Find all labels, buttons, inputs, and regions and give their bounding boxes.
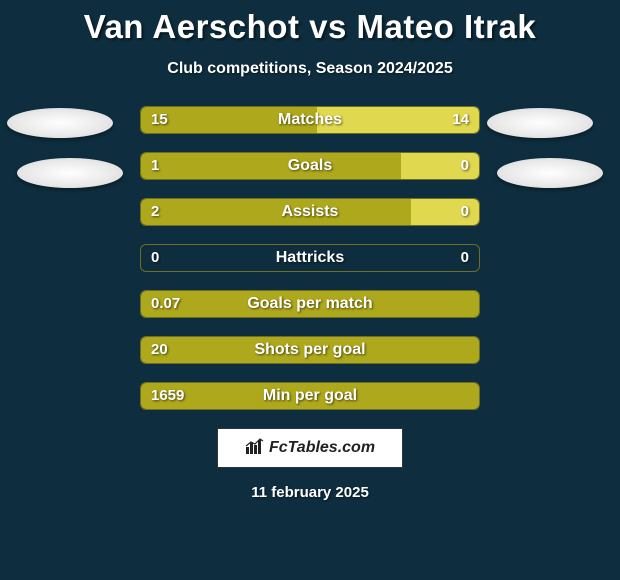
stat-row-hattricks: 0Hattricks0: [140, 244, 480, 272]
stat-value-right: 14: [452, 107, 469, 133]
player-oval-1: [17, 158, 123, 188]
chart-icon: [245, 437, 265, 460]
stat-value-right: 0: [461, 245, 469, 271]
subtitle: Club competitions, Season 2024/2025: [0, 60, 620, 78]
brand-badge: FcTables.com: [217, 428, 403, 468]
player-oval-3: [497, 158, 603, 188]
stat-row-min-per-goal: 1659Min per goal: [140, 382, 480, 410]
brand-text: FcTables.com: [269, 439, 375, 457]
stat-label: Hattricks: [141, 245, 479, 271]
stat-value-right: 0: [461, 199, 469, 225]
stat-value-right: 0: [461, 153, 469, 179]
stat-row-goals: 1Goals0: [140, 152, 480, 180]
stat-row-shots-per-goal: 20Shots per goal: [140, 336, 480, 364]
stat-label: Shots per goal: [141, 337, 479, 363]
stat-label: Assists: [141, 199, 479, 225]
stat-label: Goals: [141, 153, 479, 179]
stat-row-matches: 15Matches14: [140, 106, 480, 134]
stat-label: Matches: [141, 107, 479, 133]
stat-row-goals-per-match: 0.07Goals per match: [140, 290, 480, 318]
page-title: Van Aerschot vs Mateo Itrak: [0, 0, 620, 46]
player-oval-0: [7, 108, 113, 138]
stat-row-assists: 2Assists0: [140, 198, 480, 226]
player-oval-2: [487, 108, 593, 138]
comparison-area: 15Matches141Goals02Assists00Hattricks00.…: [0, 106, 620, 410]
stat-label: Min per goal: [141, 383, 479, 409]
date-text: 11 february 2025: [0, 484, 620, 501]
bars-area: 15Matches141Goals02Assists00Hattricks00.…: [140, 106, 480, 410]
stat-label: Goals per match: [141, 291, 479, 317]
